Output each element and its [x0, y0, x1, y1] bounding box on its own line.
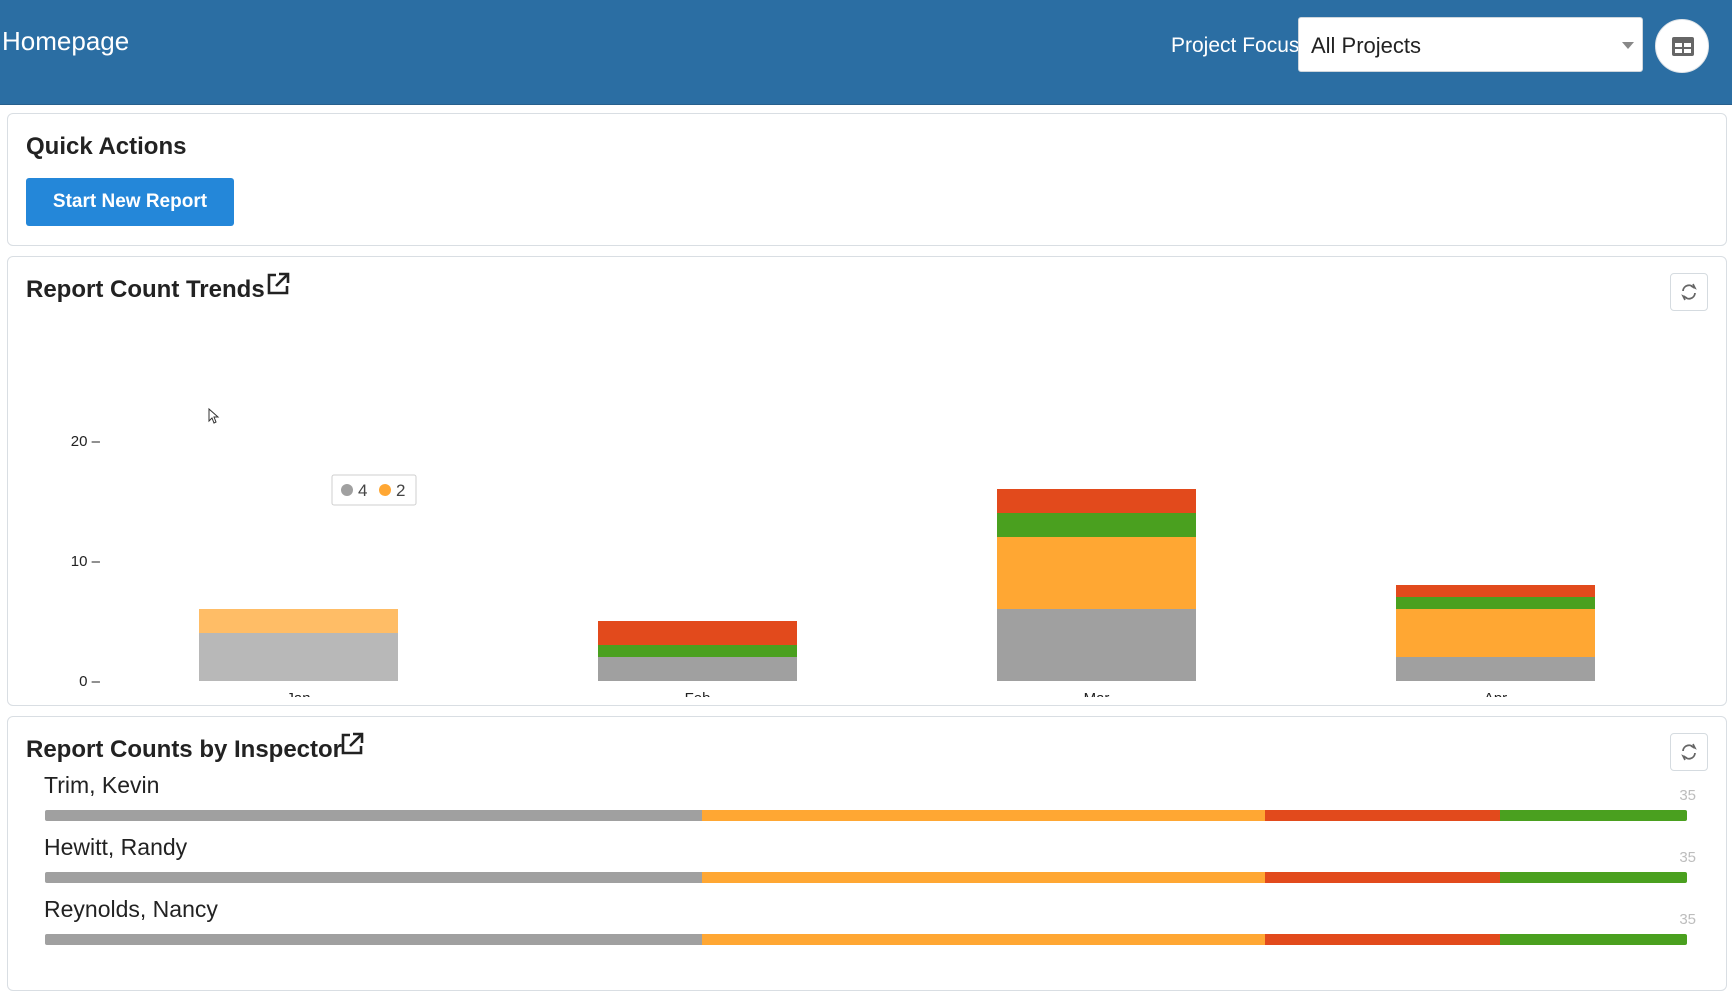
chart-bar-segment[interactable]	[199, 609, 398, 633]
top-navbar: Homepage Project Focus: All Projects	[0, 0, 1732, 105]
x-tick-label: Apr	[1484, 690, 1507, 697]
external-link-icon[interactable]	[265, 271, 291, 297]
chart-bar-segment[interactable]	[598, 645, 797, 657]
x-tick-label: Feb	[685, 690, 711, 697]
inspector-bar-segment[interactable]	[701, 872, 1265, 883]
external-link-icon[interactable]	[339, 731, 365, 757]
chart-bar-segment[interactable]	[997, 489, 1196, 513]
chart-bar-segment[interactable]	[1396, 597, 1595, 609]
chevron-down-icon	[1622, 42, 1634, 49]
page-title: Homepage	[2, 26, 130, 56]
report-count-trends-card: Report Count Trends 20 – 10 – 0 – Jan Feb Mar…	[7, 256, 1727, 706]
inspector-bar-segment[interactable]	[1499, 934, 1687, 945]
inspector-bar	[45, 872, 1687, 883]
inspector-refresh-button[interactable]	[1670, 733, 1708, 771]
chart-bar-segment[interactable]	[997, 609, 1196, 681]
tooltip-swatch	[341, 484, 353, 496]
start-new-report-button[interactable]: Start New Report	[26, 178, 234, 226]
table-layout-icon	[1672, 37, 1694, 56]
project-focus-select[interactable]: All Projects	[1298, 17, 1643, 72]
inspector-name: Reynolds, Nancy	[44, 896, 218, 922]
inspector-name: Trim, Kevin	[44, 772, 160, 798]
chart-bar-segment[interactable]	[997, 537, 1196, 609]
inspector-name: Hewitt, Randy	[44, 834, 188, 860]
chart-bar-segment[interactable]	[997, 513, 1196, 537]
project-focus-value: All Projects	[1311, 33, 1422, 58]
inspector-total: 35	[1679, 911, 1696, 928]
report-counts-by-inspector-title: Report Counts by Inspector	[26, 736, 343, 763]
quick-actions-title: Quick Actions	[26, 133, 187, 160]
trends-refresh-button[interactable]	[1670, 273, 1708, 311]
y-tick-label: 20 –	[71, 433, 101, 450]
report-count-trends-title: Report Count Trends	[26, 276, 265, 303]
inspector-bar-segment[interactable]	[1265, 934, 1500, 945]
inspector-bar	[45, 934, 1687, 945]
inspector-bar-segment[interactable]	[1265, 810, 1500, 821]
chart-bar-segment[interactable]	[1396, 657, 1595, 681]
x-tick-label: Mar	[1084, 690, 1110, 697]
x-tick-label: Jan	[286, 690, 310, 697]
inspector-bar-segment[interactable]	[701, 934, 1265, 945]
refresh-icon	[1681, 743, 1697, 761]
report-count-trends-chart: 20 –10 –0 –JanFebMarApr42	[71, 407, 1595, 697]
mouse-cursor-icon	[208, 407, 220, 424]
tooltip-swatch	[379, 484, 391, 496]
inspector-bar	[45, 810, 1687, 821]
inspector-bar-segment[interactable]	[45, 872, 702, 883]
inspector-total: 35	[1679, 849, 1696, 866]
chart-bar-segment[interactable]	[598, 657, 797, 681]
inspector-total: 35	[1679, 787, 1696, 804]
y-tick-label: 10 –	[71, 553, 101, 570]
tooltip-box	[331, 474, 417, 506]
inspector-bar-segment[interactable]	[45, 934, 702, 945]
chart-bar-segment[interactable]	[1396, 609, 1595, 657]
layout-toggle-button[interactable]	[1655, 19, 1709, 73]
quick-actions-card: Quick Actions Start New Report	[7, 113, 1727, 246]
refresh-icon	[1681, 283, 1697, 301]
project-focus-label: Project Focus:	[1171, 34, 1306, 57]
inspector-bar-segment[interactable]	[1499, 810, 1687, 821]
chart-bar-segment[interactable]	[598, 621, 797, 645]
inspector-bar-segment[interactable]	[1265, 872, 1500, 883]
chart-bar-segment[interactable]	[1396, 585, 1595, 597]
report-counts-by-inspector-card: Report Counts by Inspector Trim, Kevin 3…	[7, 716, 1727, 991]
inspector-bar-segment[interactable]	[45, 810, 702, 821]
tooltip-value: 2	[396, 481, 405, 500]
chart-bar-segment[interactable]	[199, 633, 398, 681]
y-tick-label: 0 –	[79, 673, 101, 690]
inspector-bar-segment[interactable]	[701, 810, 1265, 821]
inspector-bar-segment[interactable]	[1499, 872, 1687, 883]
tooltip-value: 4	[358, 481, 367, 500]
